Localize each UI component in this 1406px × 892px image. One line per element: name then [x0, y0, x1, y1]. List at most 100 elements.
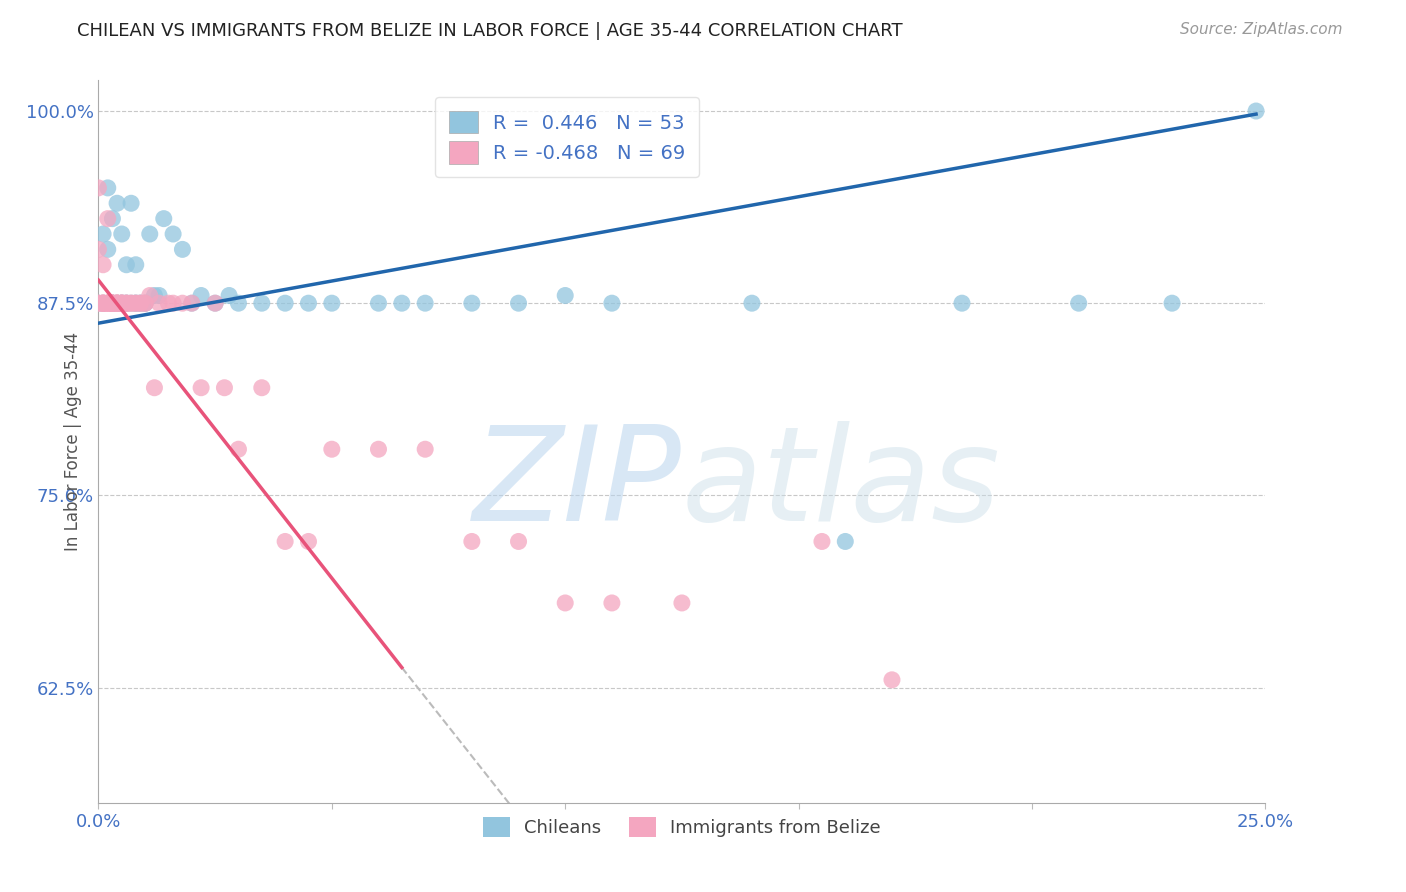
- Point: [129, 296, 152, 310]
- Point: [554, 596, 576, 610]
- Point: [115, 296, 138, 310]
- Point: [129, 296, 152, 310]
- Point: [111, 296, 134, 310]
- Point: [508, 296, 530, 310]
- Point: [105, 196, 128, 211]
- Point: [180, 296, 202, 310]
- Text: atlas: atlas: [682, 421, 1001, 549]
- Point: [87, 243, 110, 257]
- Point: [228, 442, 250, 457]
- Point: [111, 296, 134, 310]
- Point: [120, 196, 142, 211]
- Point: [134, 296, 156, 310]
- Point: [111, 296, 134, 310]
- Point: [134, 296, 156, 310]
- Point: [125, 296, 148, 310]
- Point: [204, 296, 226, 310]
- Point: [671, 596, 693, 610]
- Point: [87, 296, 110, 310]
- Point: [91, 296, 114, 310]
- Point: [834, 534, 856, 549]
- Point: [125, 296, 148, 310]
- Point: [91, 296, 114, 310]
- Point: [97, 296, 120, 310]
- Point: [97, 296, 120, 310]
- Point: [172, 243, 194, 257]
- Point: [120, 296, 142, 310]
- Point: [391, 296, 413, 310]
- Point: [811, 534, 834, 549]
- Point: [228, 296, 250, 310]
- Point: [101, 296, 124, 310]
- Point: [101, 296, 124, 310]
- Point: [115, 296, 138, 310]
- Point: [297, 534, 319, 549]
- Point: [97, 296, 120, 310]
- Point: [204, 296, 226, 310]
- Point: [97, 296, 120, 310]
- Point: [111, 296, 134, 310]
- Point: [97, 181, 120, 195]
- Point: [97, 243, 120, 257]
- Y-axis label: In Labor Force | Age 35-44: In Labor Force | Age 35-44: [63, 332, 82, 551]
- Legend: Chileans, Immigrants from Belize: Chileans, Immigrants from Belize: [475, 810, 889, 845]
- Point: [111, 296, 134, 310]
- Point: [101, 211, 124, 226]
- Point: [139, 288, 162, 302]
- Point: [91, 296, 114, 310]
- Point: [218, 288, 240, 302]
- Point: [148, 296, 170, 310]
- Point: [214, 381, 236, 395]
- Point: [554, 288, 576, 302]
- Point: [157, 296, 180, 310]
- Point: [134, 296, 156, 310]
- Point: [880, 673, 903, 687]
- Point: [101, 296, 124, 310]
- Point: [115, 258, 138, 272]
- Point: [297, 296, 319, 310]
- Point: [120, 296, 142, 310]
- Point: [120, 296, 142, 310]
- Point: [87, 296, 110, 310]
- Point: [508, 534, 530, 549]
- Point: [600, 596, 623, 610]
- Point: [105, 296, 128, 310]
- Point: [162, 296, 184, 310]
- Point: [91, 258, 114, 272]
- Point: [105, 296, 128, 310]
- Point: [152, 211, 174, 226]
- Point: [461, 534, 484, 549]
- Point: [125, 296, 148, 310]
- Point: [413, 296, 436, 310]
- Point: [250, 296, 273, 310]
- Point: [111, 296, 134, 310]
- Point: [148, 288, 170, 302]
- Point: [105, 296, 128, 310]
- Point: [274, 296, 297, 310]
- Point: [125, 296, 148, 310]
- Point: [87, 181, 110, 195]
- Point: [91, 296, 114, 310]
- Point: [162, 227, 184, 241]
- Point: [101, 296, 124, 310]
- Point: [367, 442, 389, 457]
- Point: [950, 296, 973, 310]
- Point: [274, 534, 297, 549]
- Text: ZIP: ZIP: [472, 421, 682, 549]
- Point: [105, 296, 128, 310]
- Point: [101, 296, 124, 310]
- Point: [101, 296, 124, 310]
- Point: [91, 296, 114, 310]
- Point: [143, 288, 166, 302]
- Point: [190, 288, 212, 302]
- Point: [190, 381, 212, 395]
- Point: [97, 211, 120, 226]
- Point: [111, 296, 134, 310]
- Point: [143, 381, 166, 395]
- Point: [250, 381, 273, 395]
- Point: [115, 296, 138, 310]
- Point: [1067, 296, 1090, 310]
- Text: Source: ZipAtlas.com: Source: ZipAtlas.com: [1180, 22, 1343, 37]
- Point: [1161, 296, 1184, 310]
- Text: CHILEAN VS IMMIGRANTS FROM BELIZE IN LABOR FORCE | AGE 35-44 CORRELATION CHART: CHILEAN VS IMMIGRANTS FROM BELIZE IN LAB…: [77, 22, 903, 40]
